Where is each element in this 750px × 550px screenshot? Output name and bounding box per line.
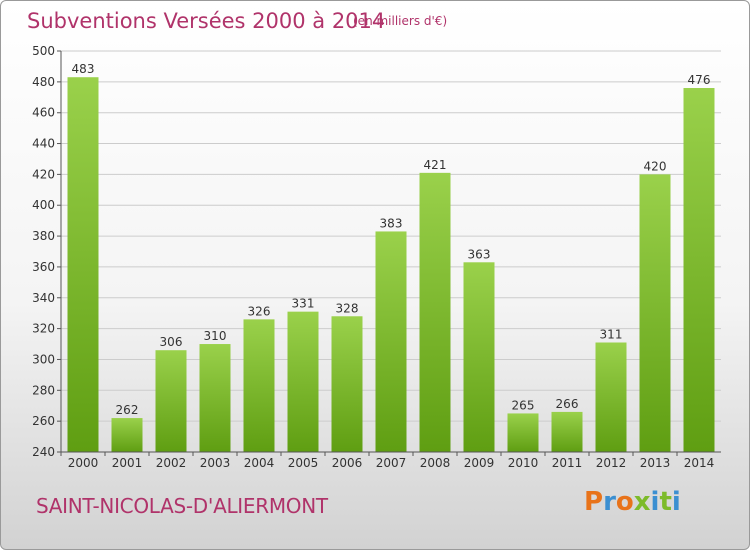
bar-2001 [111,418,143,452]
bar-2012 [595,342,627,452]
bar-2000 [67,77,99,452]
y-tick-label: 440 [32,137,55,151]
logo-letter: r [603,487,616,517]
bar-2008 [419,172,451,453]
bar-2010 [507,413,539,452]
chart-title: Subventions Versées 2000 à 2014 [27,9,386,33]
data-label: 483 [72,62,95,76]
data-label: 421 [424,158,447,172]
x-tick-label: 2009 [464,456,495,470]
town-name: SAINT-NICOLAS-D'ALIERMONT [36,494,328,518]
data-label: 265 [512,398,535,412]
logo-letter: t [659,487,672,517]
bar-2013 [639,174,671,452]
logo-letter: x [633,487,651,517]
bar-2003 [199,344,231,452]
bar-2007 [375,231,407,452]
y-tick-label: 480 [32,75,55,89]
x-tick-label: 2013 [640,456,671,470]
bar-chart: 240 260 280 300 320 340 360 380 400 420 440 460 480 5… [32,44,721,470]
x-tick-label: 2008 [420,456,451,470]
bar-2006 [331,316,363,452]
data-label: 328 [336,301,359,315]
data-label: 306 [160,335,183,349]
y-tick-label: 400 [32,198,55,212]
data-label: 476 [688,73,711,87]
proxiti-logo: Proxiti [584,487,681,517]
y-tick-label: 360 [32,260,55,274]
x-tick-label: 2010 [508,456,539,470]
x-tick-label: 2000 [68,456,99,470]
y-tick-label: 460 [32,106,55,120]
data-label: 420 [644,159,667,173]
data-label: 266 [556,397,579,411]
data-label: 326 [248,304,271,318]
y-tick-label: 260 [32,414,55,428]
y-tick-label: 240 [32,445,55,459]
data-label: 331 [292,297,315,311]
x-tick-label: 2002 [156,456,187,470]
y-tick-label: 300 [32,352,55,366]
bar-2014 [683,88,715,452]
logo-letter: o [615,487,634,517]
data-label: 363 [468,247,491,261]
x-tick-label: 2006 [332,456,363,470]
bars [67,77,715,453]
bar-2002 [155,350,187,452]
bar-2011 [551,411,583,452]
x-tick-label: 2012 [596,456,627,470]
data-label: 383 [380,216,403,230]
data-label: 310 [204,329,227,343]
logo-letter: P [584,487,604,517]
x-tick-label: 2011 [552,456,583,470]
y-tick-label: 420 [32,167,55,181]
bar-2005 [287,311,319,452]
x-tick-label: 2003 [200,456,231,470]
x-tick-label: 2001 [112,456,143,470]
data-label: 311 [600,327,623,341]
y-tick-label: 340 [32,291,55,305]
logo-letter: i [650,487,660,517]
y-tick-label: 500 [32,44,55,58]
y-tick-label: 380 [32,229,55,243]
labels: 240 260 280 300 320 340 360 380 400 420 440 460 480 5… [32,44,714,470]
x-tick-label: 2005 [288,456,319,470]
data-label: 262 [116,403,139,417]
x-tick-label: 2004 [244,456,275,470]
x-tick-label: 2014 [684,456,715,470]
bar-2009 [463,262,495,452]
bar-2004 [243,319,275,452]
x-tick-label: 2007 [376,456,407,470]
chart-subtitle: (en milliers d'€) [353,14,448,28]
axes [57,50,721,456]
logo-letter: i [671,487,681,517]
y-tick-label: 320 [32,322,55,336]
y-tick-label: 280 [32,383,55,397]
